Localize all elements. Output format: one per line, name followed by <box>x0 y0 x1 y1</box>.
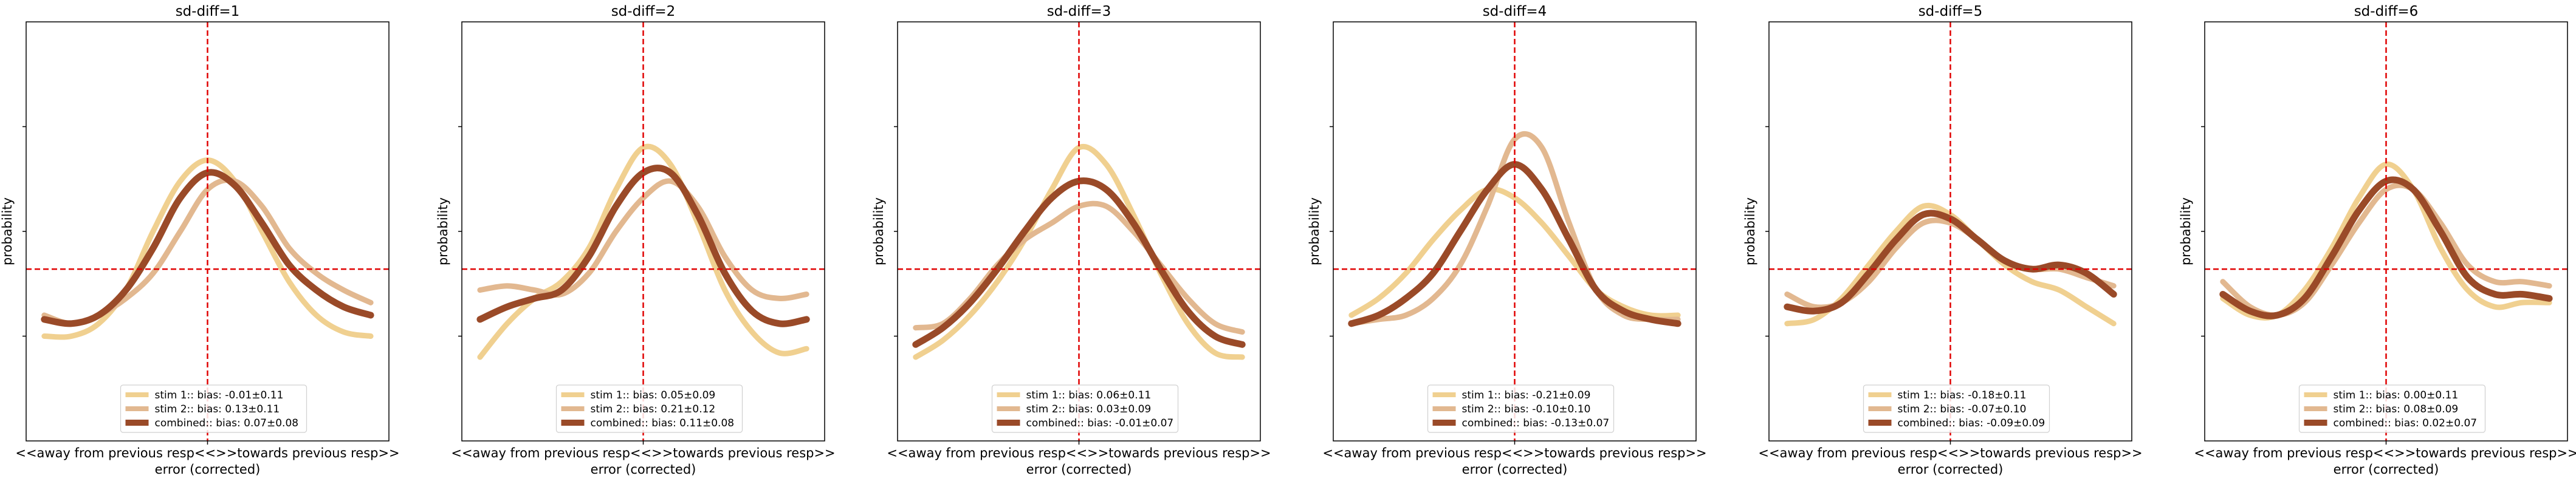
x-axis-label: error (corrected) <box>2334 462 2439 477</box>
y-axis-label: probability <box>0 197 15 265</box>
legend-entry-combined: combined:: bias: 0.07±0.08 <box>155 417 299 429</box>
subplot-title: sd-diff=6 <box>2354 4 2419 19</box>
x-axis-label: error (corrected) <box>1026 462 1132 477</box>
legend-entry-stim1: stim 1:: bias: 0.00±0.11 <box>2334 389 2459 401</box>
subplot-6: sd-diff=6 <<away from previous resp<<>>to… <box>2179 4 2576 477</box>
x-axis-label: error (corrected) <box>155 462 261 477</box>
y-axis-label: probability <box>1307 197 1322 265</box>
subplot-title: sd-diff=4 <box>1483 4 1547 19</box>
series-line-stim2 <box>1348 131 1681 327</box>
legend-entry-stim2: stim 2:: bias: 0.21±0.12 <box>591 403 716 415</box>
y-axis-label: probability <box>1743 197 1757 265</box>
series-line-combined <box>1348 161 1681 327</box>
legend-box <box>1427 384 1615 433</box>
series-line-combined <box>476 165 810 327</box>
series-line-stim1 <box>913 143 1245 360</box>
x-tick-label: <<away from previous resp<<>>towards pre… <box>1322 446 1706 460</box>
subplot-title: sd-diff=2 <box>611 4 676 19</box>
legend-box <box>120 384 307 433</box>
x-tick-label: <<away from previous resp<<>>towards pre… <box>15 446 399 460</box>
series-line-combined <box>912 177 1246 348</box>
legend-entry-stim1: stim 1:: bias: 0.06±0.11 <box>1026 389 1152 401</box>
legend-entry-stim1: stim 1:: bias: -0.01±0.11 <box>155 389 284 401</box>
legend-entry-combined: combined:: bias: -0.13±0.07 <box>1462 417 1610 429</box>
legend-entry-combined: combined:: bias: -0.01±0.07 <box>1026 417 1174 429</box>
series-line-combined <box>41 169 374 327</box>
legend-entry-stim2: stim 2:: bias: -0.10±0.10 <box>1462 403 1591 415</box>
x-tick-label: <<away from previous resp<<>>towards pre… <box>887 446 1271 460</box>
legend-entry-stim2: stim 2:: bias: -0.07±0.10 <box>1898 403 2027 415</box>
legend-box <box>991 384 1179 433</box>
legend-entry-stim2: stim 2:: bias: 0.13±0.11 <box>155 403 280 415</box>
x-tick-label: <<away from previous resp<<>>towards pre… <box>451 446 835 460</box>
subplot-4: sd-diff=4 <<away from previous resp<<>>to… <box>1307 4 1707 477</box>
legend-box <box>1863 384 2050 433</box>
legend-box <box>555 384 743 433</box>
x-axis-label: error (corrected) <box>1462 462 1568 477</box>
legend-box <box>2298 384 2486 433</box>
x-tick-label: <<away from previous resp<<>>towards pre… <box>2194 446 2576 460</box>
legend-entry-stim2: stim 2:: bias: 0.03±0.09 <box>1026 403 1152 415</box>
subplot-3: sd-diff=3 <<away from previous resp<<>>to… <box>871 4 1271 477</box>
legend-entry-stim1: stim 1:: bias: -0.18±0.11 <box>1898 389 2027 401</box>
legend-entry-combined: combined:: bias: -0.09±0.09 <box>1898 417 2045 429</box>
series-line-combined <box>2219 176 2553 319</box>
legend-entry-combined: combined:: bias: 0.02±0.07 <box>2334 417 2478 429</box>
subplot-title: sd-diff=5 <box>1918 4 1983 19</box>
subplot-title: sd-diff=3 <box>1047 4 1111 19</box>
subplot-5: sd-diff=5 <<away from previous resp<<>>to… <box>1743 4 2143 477</box>
subplot-2: sd-diff=2 <<away from previous resp<<>>to… <box>436 4 836 477</box>
series-line-stim1 <box>1348 186 1681 319</box>
x-axis-label: error (corrected) <box>1898 462 2004 477</box>
legend-entry-combined: combined:: bias: 0.11±0.08 <box>591 417 735 429</box>
series-line-stim2 <box>477 178 809 301</box>
y-axis-label: probability <box>436 197 450 265</box>
legend-entry-stim2: stim 2:: bias: 0.08±0.09 <box>2334 403 2459 415</box>
x-tick-label: <<away from previous resp<<>>towards pre… <box>1758 446 2142 460</box>
x-axis-label: error (corrected) <box>591 462 696 477</box>
subplot-1: sd-diff=1 <<away from previous resp<<>>to… <box>0 4 400 477</box>
legend-entry-stim1: stim 1:: bias: -0.21±0.09 <box>1462 389 1591 401</box>
y-axis-label: probability <box>871 197 886 265</box>
subplot-title: sd-diff=1 <box>176 4 240 19</box>
y-axis-label: probability <box>2179 197 2193 265</box>
legend-entry-stim1: stim 1:: bias: 0.05±0.09 <box>591 389 716 401</box>
